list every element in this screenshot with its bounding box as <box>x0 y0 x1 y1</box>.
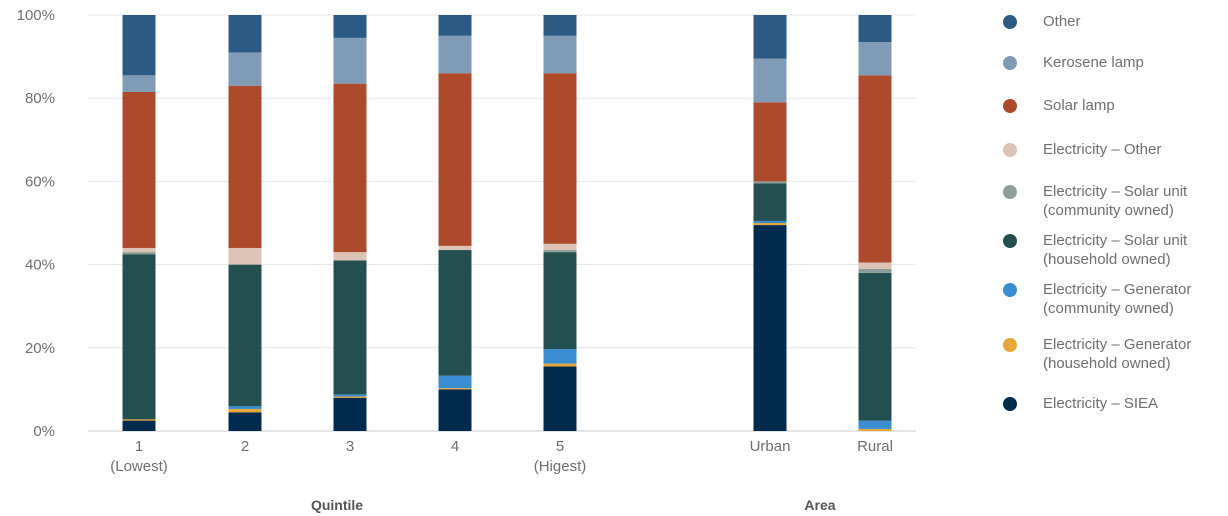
bar-segment <box>228 412 262 431</box>
legend-label: Electricity – Solar unit <box>1043 232 1188 249</box>
bar-segment <box>438 388 472 390</box>
legend-swatch <box>1003 185 1017 199</box>
x-tick-label: 2 <box>241 438 249 455</box>
bar-segment <box>858 420 892 429</box>
bar-segment <box>122 252 156 255</box>
x-tick-sublabel: (Lowest) <box>110 458 168 475</box>
bar-segment <box>228 264 262 407</box>
bar-segment <box>438 15 472 36</box>
bar-segment <box>753 181 787 184</box>
bar-segment <box>122 247 156 253</box>
bar-segment <box>122 75 156 92</box>
legend-swatch <box>1003 234 1017 248</box>
bar-segment <box>438 35 472 74</box>
bar-segment <box>228 247 262 265</box>
bar-segment <box>543 250 577 253</box>
legend-label: (household owned) <box>1043 355 1171 372</box>
bar-segment <box>122 15 156 76</box>
legend-label: Solar lamp <box>1043 97 1115 114</box>
bar-segment <box>753 225 787 431</box>
bar-segment <box>122 420 156 431</box>
bar-segment <box>333 252 367 261</box>
legend-label: Electricity – Generator <box>1043 336 1192 353</box>
bar-segment <box>543 15 577 36</box>
legend-label: Electricity – Other <box>1043 141 1162 158</box>
legend-label: (household owned) <box>1043 251 1171 268</box>
bar-segment <box>543 363 577 367</box>
bar-segment <box>753 223 787 226</box>
bar-segment <box>228 52 262 86</box>
group-axis-label: Area <box>804 497 835 513</box>
legend-label: Other <box>1043 13 1081 30</box>
legend-label: Electricity – SIEA <box>1043 395 1159 412</box>
bar-segment <box>858 262 892 269</box>
y-tick-label: 60% <box>25 173 55 190</box>
bar-segment <box>438 389 472 431</box>
bar-segment <box>333 397 367 431</box>
bar-segment <box>122 254 156 420</box>
x-tick-label: Rural <box>857 438 893 455</box>
y-tick-label: 0% <box>33 423 55 440</box>
bar-segment <box>122 419 156 421</box>
y-tick-label: 20% <box>25 340 55 357</box>
bar-segment <box>543 252 577 350</box>
bar-segment <box>228 406 262 409</box>
legend-swatch <box>1003 56 1017 70</box>
bar-segment <box>333 37 367 84</box>
x-tick-label: Urban <box>750 438 791 455</box>
stacked-bar-chart: 0% 20% 40% 60% 80% 100% 1 (Lowest) 2 3 4 5 (Higest) U… <box>17 7 916 513</box>
x-tick-label: 3 <box>346 438 354 455</box>
legend-label: Electricity – Solar unit <box>1043 183 1188 200</box>
bar-segment <box>858 75 892 263</box>
legend-swatch <box>1003 397 1017 411</box>
bar-segment <box>543 366 577 431</box>
bar-segment <box>858 268 892 273</box>
x-tick-label: 1 <box>135 438 143 455</box>
bar-segment <box>122 91 156 248</box>
bar-segment <box>858 272 892 421</box>
bar-segment <box>543 35 577 74</box>
legend-swatch <box>1003 143 1017 157</box>
legend-label: (community owned) <box>1043 300 1174 317</box>
bar-segment <box>753 220 787 223</box>
bar-segment <box>333 260 367 395</box>
bar-segment <box>333 396 367 398</box>
bar-segment <box>228 85 262 248</box>
legend-swatch <box>1003 99 1017 113</box>
bar-segment <box>858 42 892 76</box>
x-tick-sublabel: (Higest) <box>534 458 587 475</box>
bar-segment <box>228 15 262 53</box>
bar-segment <box>858 428 892 431</box>
y-tick-label: 100% <box>17 7 55 24</box>
legend-label: (community owned) <box>1043 202 1174 219</box>
bar-segment <box>858 15 892 43</box>
bar-segment <box>438 73 472 246</box>
bar-segment <box>333 394 367 397</box>
y-tick-label: 40% <box>25 257 55 274</box>
bar-segment <box>438 375 472 389</box>
bar-segment <box>333 15 367 38</box>
legend-swatch <box>1003 15 1017 29</box>
bar-segment <box>753 58 787 103</box>
bar-segment <box>753 15 787 59</box>
bar-segment <box>438 245 472 251</box>
legend-swatch <box>1003 283 1017 297</box>
legend-label: Kerosene lamp <box>1043 54 1144 71</box>
legend-label: Electricity – Generator <box>1043 281 1192 298</box>
bar-segment <box>228 408 262 413</box>
bar-segment <box>438 250 472 376</box>
bar-segment <box>543 349 577 364</box>
bar-segment <box>543 73 577 244</box>
bar-segment <box>753 183 787 221</box>
group-axis-label: Quintile <box>311 497 363 513</box>
y-tick-label: 80% <box>25 90 55 107</box>
bar-segment <box>333 83 367 253</box>
legend-swatch <box>1003 338 1017 352</box>
x-tick-label: 5 <box>556 438 564 455</box>
bar-segment <box>543 243 577 251</box>
bar-segment <box>753 102 787 182</box>
x-tick-label: 4 <box>451 438 459 455</box>
